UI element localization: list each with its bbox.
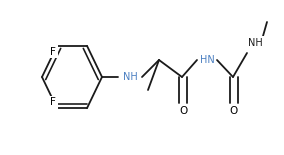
Text: HN: HN [200, 55, 214, 65]
Text: F: F [50, 47, 56, 57]
Text: O: O [230, 106, 238, 116]
Text: NH: NH [123, 72, 137, 82]
Text: O: O [179, 106, 187, 116]
Text: NH: NH [248, 38, 262, 48]
Text: F: F [50, 97, 56, 107]
